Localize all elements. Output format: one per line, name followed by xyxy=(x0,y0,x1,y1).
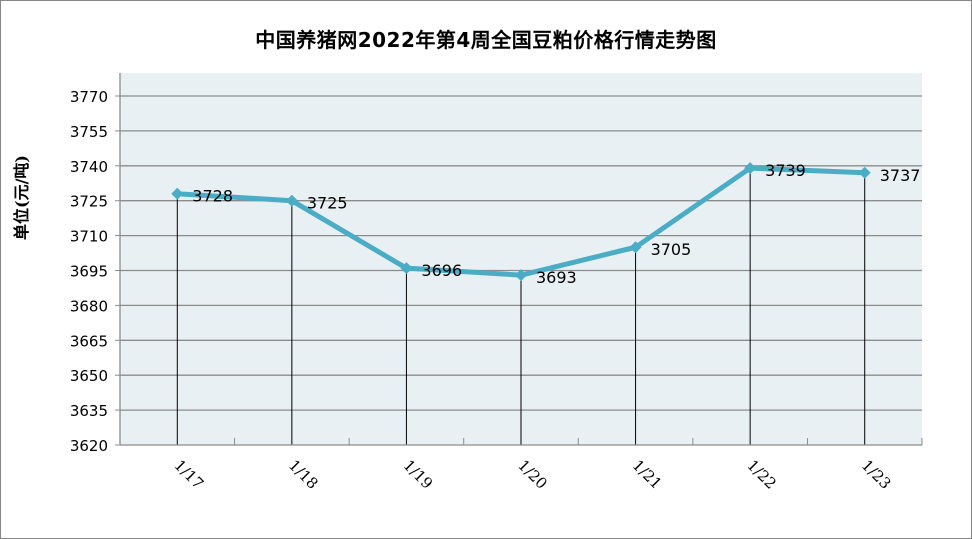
x-tick-label: 1/22 xyxy=(743,456,780,493)
data-label: 3705 xyxy=(651,240,692,259)
drop-lines xyxy=(176,168,866,445)
y-tick-label: 3770 xyxy=(70,88,108,106)
axes xyxy=(119,73,922,446)
chart-title: 中国养猪网2022年第4周全国豆粕价格行情走势图 xyxy=(255,28,717,52)
diamond-marker xyxy=(629,241,642,254)
x-axis-ticks: 1/17 1/18 1/19 1/20 1/21 1/22 1/23 xyxy=(119,438,923,493)
x-tick-label: 1/23 xyxy=(858,456,895,493)
y-tick-label: 3695 xyxy=(70,263,108,281)
data-markers xyxy=(171,162,871,282)
x-tick-label: 1/19 xyxy=(400,456,437,493)
data-label: 3693 xyxy=(536,268,577,287)
diamond-marker xyxy=(744,162,757,175)
x-tick-label: 1/17 xyxy=(171,456,208,493)
data-label: 3737 xyxy=(880,166,921,185)
y-axis-ticks: 3620 3635 3650 3665 3680 3695 3710 3725 3740 3755… xyxy=(70,88,120,455)
y-tick-label: 3725 xyxy=(70,193,108,211)
diamond-marker xyxy=(400,262,413,275)
y-tick-label: 3620 xyxy=(70,437,108,455)
y-tick-label: 3740 xyxy=(70,158,108,176)
y-tick-label: 3650 xyxy=(70,367,108,385)
y-tick-label: 3635 xyxy=(70,402,108,420)
data-label: 3725 xyxy=(307,194,348,213)
diamond-marker xyxy=(285,194,298,207)
y-tick-label: 3680 xyxy=(70,297,108,315)
diamond-marker xyxy=(515,269,527,282)
y-tick-label: 3710 xyxy=(70,228,108,246)
data-labels: 3728 3725 3696 3693 3705 3739 3737 xyxy=(192,161,920,287)
data-label: 3739 xyxy=(765,161,806,180)
data-label: 3696 xyxy=(421,261,462,280)
x-tick-label: 1/20 xyxy=(514,456,551,493)
y-tick-label: 3755 xyxy=(70,123,108,141)
x-tick-label: 1/21 xyxy=(629,456,666,493)
diamond-marker xyxy=(171,187,184,200)
diamond-marker xyxy=(858,166,871,179)
y-tick-label: 3665 xyxy=(70,332,108,350)
x-tick-label: 1/18 xyxy=(285,456,322,493)
data-label: 3728 xyxy=(192,187,233,206)
